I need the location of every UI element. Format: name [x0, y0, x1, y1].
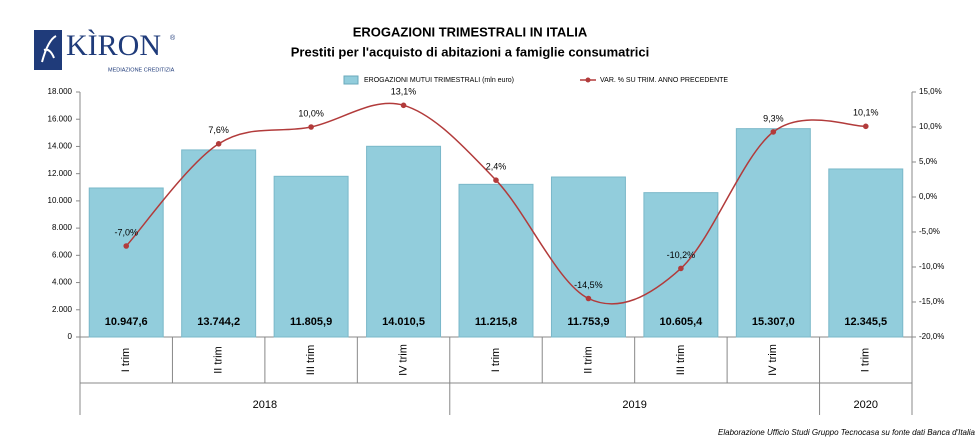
legend-label: VAR. % SU TRIM. ANNO PRECEDENTE: [600, 77, 728, 84]
line-marker: [493, 177, 499, 183]
y-tick-label: 12.000: [48, 169, 73, 178]
x-tick-label: IV trim: [397, 344, 409, 376]
y2-tick-label: -15,0%: [919, 297, 944, 306]
line-value-label: 9,3%: [763, 113, 784, 123]
line-value-label: 2,4%: [486, 162, 507, 172]
x-tick-label: III trim: [305, 345, 317, 376]
y-tick-label: 10.000: [48, 196, 73, 205]
bar-value-label: 11.805,9: [290, 316, 332, 328]
line-marker: [585, 295, 592, 302]
bar-value-label: 12.345,5: [844, 316, 887, 328]
y-tick-label: 0: [68, 332, 73, 341]
legend-marker: [585, 77, 591, 83]
group-label: 2020: [854, 399, 878, 411]
x-tick-label: II trim: [213, 346, 225, 374]
y2-tick-label: -5,0%: [919, 227, 940, 236]
logo-name: KÌRON: [66, 29, 161, 62]
chart-title: EROGAZIONI TRIMESTRALI IN ITALIA: [353, 24, 588, 39]
y-tick-label: 14.000: [48, 142, 73, 151]
legend-swatch: [343, 75, 359, 85]
group-label: 2019: [622, 399, 646, 411]
line-marker: [678, 265, 684, 272]
line-marker: [770, 129, 777, 135]
logo: KÌRON ® MEDIAZIONE CREDITIZIA: [34, 29, 176, 73]
y2-tick-label: 5,0%: [919, 157, 937, 166]
y2-tick-label: 0,0%: [919, 192, 937, 201]
bar: [643, 192, 719, 338]
line-value-label: 10,1%: [853, 108, 879, 118]
bar-value-label: 10.605,4: [659, 316, 703, 328]
x-tick-label: I trim: [120, 348, 132, 372]
bar: [458, 183, 534, 338]
bar-value-label: 11.753,9: [567, 316, 609, 328]
line-value-label: -14,5%: [574, 280, 603, 290]
source-note: Elaborazione Ufficio Studi Gruppo Tecnoc…: [718, 428, 975, 437]
y-tick-label: 6.000: [52, 250, 73, 259]
y-tick-label: 4.000: [52, 278, 73, 287]
bar-value-label: 14.010,5: [382, 316, 425, 328]
x-tick-label: I trim: [490, 348, 502, 372]
line-value-label: 10,0%: [298, 108, 324, 118]
bar: [735, 128, 811, 338]
bar: [550, 176, 626, 338]
y-tick-label: 16.000: [48, 114, 73, 123]
line-marker: [308, 124, 314, 130]
bar: [88, 187, 164, 338]
x-tick-label: IV trim: [767, 344, 779, 376]
line-marker: [862, 123, 869, 130]
y-tick-label: 18.000: [48, 87, 73, 96]
bar: [273, 175, 349, 338]
bar-value-label: 10.947,6: [105, 316, 148, 328]
bar-value-label: 13.744,2: [197, 316, 240, 328]
line-marker: [215, 141, 222, 147]
legend-label: EROGAZIONI MUTUI TRIMESTRALI (mln euro): [364, 77, 514, 84]
y2-tick-label: 10,0%: [919, 122, 942, 131]
x-tick-label: III trim: [675, 345, 687, 376]
y2-tick-label: -10,0%: [919, 262, 944, 271]
logo-tagline: MEDIAZIONE CREDITIZIA: [108, 67, 175, 73]
line: [125, 102, 866, 305]
bar-value-label: 15.307,0: [752, 316, 795, 328]
bar: [366, 145, 442, 338]
chart-subtitle: Prestiti per l'acquisto di abitazioni a …: [291, 44, 650, 59]
line-marker: [123, 243, 130, 249]
logo-mark: ®: [170, 34, 176, 42]
x-tick-label: I trim: [860, 348, 872, 372]
x-tick-label: II trim: [582, 346, 594, 374]
line-marker: [400, 102, 407, 109]
bar-value-label: 11.215,8: [475, 316, 517, 328]
logo-figure: [41, 35, 57, 63]
bar: [181, 149, 257, 338]
line-value-label: 7,6%: [208, 125, 229, 135]
y-tick-label: 2.000: [52, 305, 73, 314]
group-label: 2018: [253, 399, 277, 411]
line-value-label: -7,0%: [114, 227, 138, 237]
line-value-label: -10,2%: [667, 250, 696, 260]
line-value-label: 13,1%: [391, 87, 417, 97]
bar: [828, 168, 904, 338]
y2-tick-label: -20,0%: [919, 332, 944, 341]
y2-tick-label: 15,0%: [919, 87, 942, 96]
y-tick-label: 8.000: [52, 223, 73, 232]
